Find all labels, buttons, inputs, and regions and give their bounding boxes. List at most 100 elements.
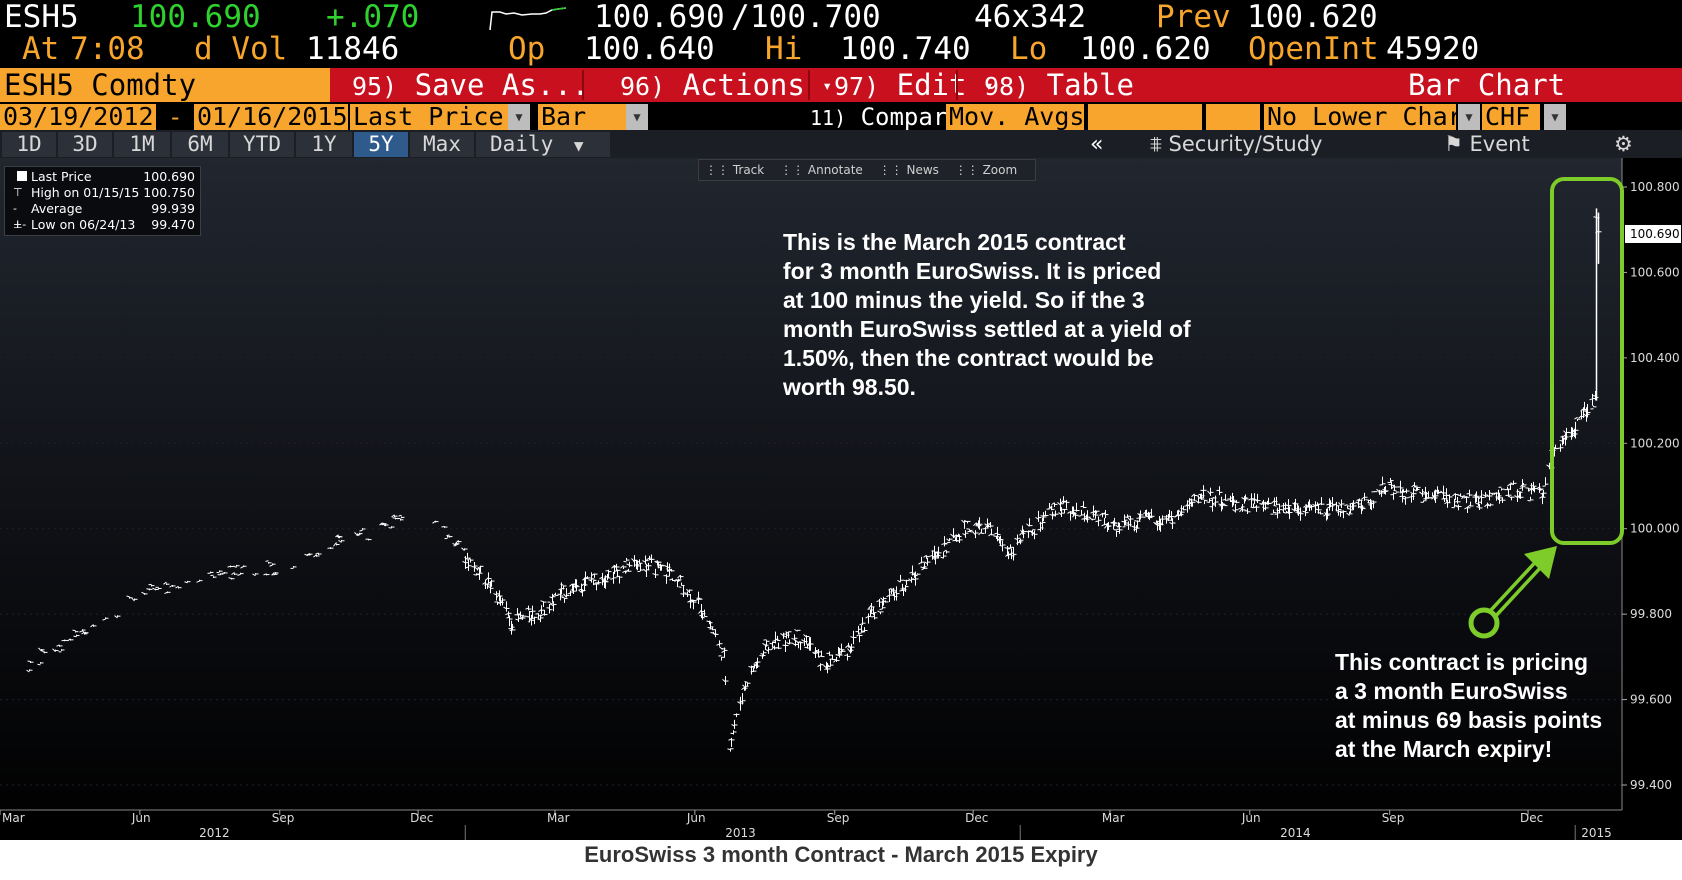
end-date-field[interactable]: 01/16/2015 — [194, 104, 348, 130]
open-tick — [382, 522, 386, 527]
open-tick — [1393, 489, 1397, 492]
event-label: Event — [1469, 132, 1530, 156]
price-bar-chart[interactable]: 99.400 99.600 99.800 100.000 100.200 100.400 1… — [0, 158, 1682, 840]
intraday-sparkline — [489, 7, 567, 31]
open-tick — [1425, 496, 1429, 501]
tab-1d[interactable]: 1D — [2, 132, 56, 157]
open-tick — [1148, 514, 1152, 518]
open-tick — [1157, 523, 1161, 527]
open-tick — [272, 573, 276, 576]
zoom-tool[interactable]: ⋮⋮ Zoom — [954, 163, 1018, 177]
legend-swatch — [17, 171, 27, 181]
open-tick — [611, 564, 615, 569]
open-tick — [152, 587, 156, 591]
open-tick — [1104, 524, 1108, 529]
open-tick — [687, 600, 691, 603]
open-tick — [961, 519, 965, 524]
open-tick — [1482, 494, 1486, 497]
chevron-down-icon[interactable]: ▼ — [626, 104, 648, 130]
open-tick — [993, 535, 997, 538]
open-tick — [741, 687, 745, 691]
open-tick — [1403, 490, 1407, 493]
divider — [808, 70, 810, 100]
open-tick — [531, 617, 535, 620]
open-tick — [1376, 488, 1380, 493]
open-tick — [973, 522, 977, 527]
open-tick — [652, 573, 656, 576]
open-tick — [525, 607, 529, 610]
studies-field[interactable]: Mov. Avgs — [946, 104, 1084, 130]
table-button[interactable]: 98) Table — [984, 68, 1134, 102]
news-tool[interactable]: ⋮⋮ News — [878, 163, 939, 177]
open-tick — [240, 565, 244, 569]
collapse-panel-button[interactable]: « — [1090, 132, 1104, 157]
lower-chart-select[interactable]: No Lower Chart — [1264, 104, 1456, 130]
compare-button[interactable]: 11) Compare — [810, 104, 962, 130]
frequency-select[interactable]: Daily ▼ — [476, 132, 610, 157]
open-tick — [1431, 496, 1435, 500]
tab-ytd[interactable]: YTD — [230, 132, 294, 157]
empty-study-slot[interactable] — [1088, 104, 1202, 130]
open-tick — [269, 564, 273, 567]
volume-value: 11846 — [306, 31, 400, 67]
start-date-field[interactable]: 03/19/2012 — [0, 104, 156, 130]
open-tick — [233, 565, 237, 568]
save-as-button[interactable]: 95) Save As... — [352, 68, 589, 102]
open-tick — [1326, 503, 1330, 506]
edit-menu-button[interactable]: 97) Edit ▾ — [834, 68, 994, 102]
tab-1y[interactable]: 1Y — [296, 132, 352, 157]
price-field-select[interactable]: Last Price — [350, 104, 508, 130]
x-year-label: 2013 — [725, 826, 756, 840]
description-annotation: This is the March 2015 contract for 3 mo… — [783, 229, 1191, 400]
security-study-button[interactable]: ⩨ Security/Study — [1150, 132, 1323, 157]
tab-max[interactable]: Max — [410, 132, 474, 157]
open-tick — [227, 565, 231, 568]
y-tick-label: 99.800 — [1630, 607, 1672, 621]
open-tick — [893, 591, 897, 594]
open-tick — [774, 638, 778, 641]
prev-close: 100.620 — [1247, 0, 1378, 35]
chart-style-select[interactable]: Bar — [538, 104, 626, 130]
open-tick — [1099, 512, 1103, 516]
open-tick — [482, 581, 486, 585]
open-tick — [899, 589, 903, 592]
track-tool[interactable]: ⋮⋮ Track — [705, 163, 765, 177]
tab-1m[interactable]: 1M — [114, 132, 170, 157]
open-tick — [1569, 435, 1573, 438]
open-tick — [313, 554, 317, 558]
open-tick — [1337, 510, 1341, 514]
event-button[interactable]: ⚑ Event — [1444, 132, 1530, 157]
tab-6m[interactable]: 6M — [172, 132, 228, 157]
gear-icon[interactable]: ⚙ — [1614, 132, 1633, 156]
open-tick — [1273, 504, 1277, 507]
open-tick — [237, 573, 241, 576]
open-tick — [940, 556, 944, 559]
open-tick — [1464, 506, 1468, 510]
open-tick — [1230, 500, 1234, 503]
security-field[interactable]: ESH5 Comdty — [0, 68, 330, 102]
open-tick — [1367, 501, 1371, 504]
chevron-down-icon[interactable]: ▼ — [1458, 104, 1480, 130]
tab-5y[interactable]: 5Y — [354, 132, 408, 157]
currency-select[interactable]: CHF — [1482, 104, 1540, 130]
legend-row: Low on 06/24/13 99.470 — [31, 217, 201, 233]
open-tick — [1093, 510, 1097, 513]
open-tick — [1365, 499, 1369, 501]
open-tick — [52, 648, 56, 653]
open-tick — [1463, 496, 1467, 499]
x-tick-label: Jun — [131, 811, 151, 825]
open-tick — [549, 596, 553, 599]
open-tick — [601, 578, 605, 582]
chevron-down-icon[interactable]: ▼ — [1544, 104, 1566, 130]
tab-3d[interactable]: 3D — [58, 132, 112, 157]
open-tick — [865, 615, 869, 619]
open-tick — [175, 585, 179, 589]
date-range-dash: - — [168, 103, 183, 131]
open-tick — [461, 547, 465, 551]
open-tick — [614, 569, 618, 572]
empty-study-slot[interactable] — [1206, 104, 1260, 130]
open-tick — [1248, 498, 1252, 501]
chevron-down-icon[interactable]: ▼ — [508, 104, 530, 130]
actions-menu-button[interactable]: 96) Actions ▾ — [620, 68, 832, 102]
annotate-tool[interactable]: ⋮⋮ Annotate — [780, 163, 863, 177]
